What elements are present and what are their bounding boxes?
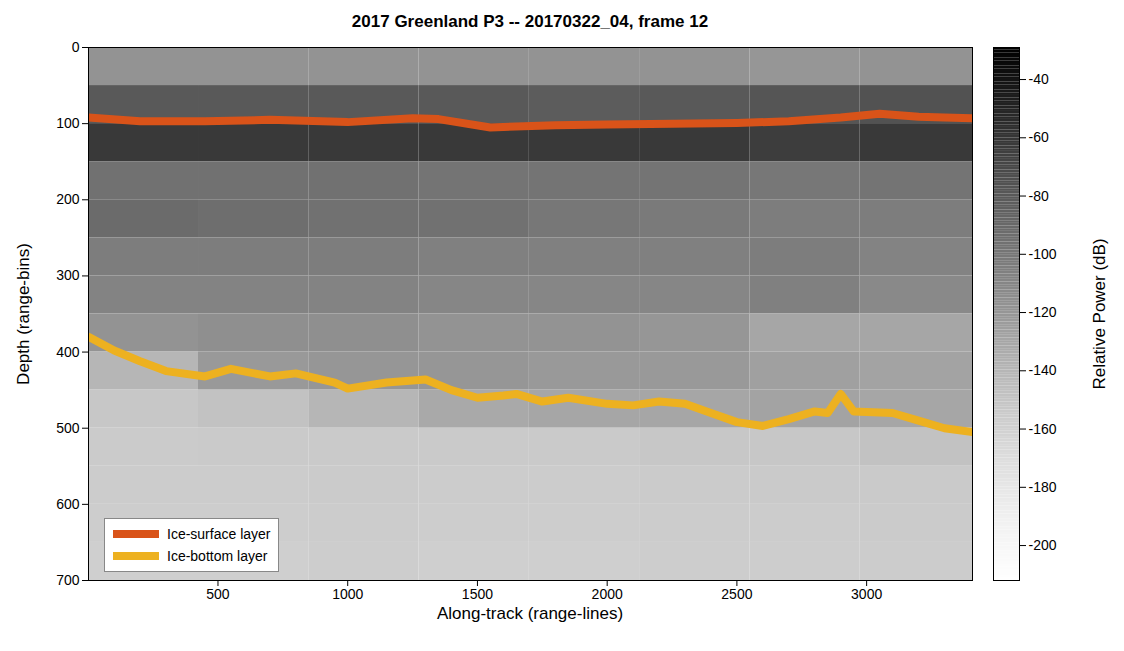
svg-text:500: 500 [56,420,80,436]
svg-text:1000: 1000 [332,586,363,602]
html-text:2017 Greenland P3 -- 20170322_: 2017 Greenland P3 -- 20170322_04, frame … [351,12,709,31]
html-text:Relative Power (dB): Relative Power (dB) [1090,237,1109,390]
svg-text:100: 100 [56,115,80,131]
svg-text:2000: 2000 [592,586,623,602]
svg-text:200: 200 [56,191,80,207]
svg-text:-160: -160 [1029,421,1057,437]
svg-text:500: 500 [206,586,230,602]
svg-text:600: 600 [56,496,80,512]
svg-text:-80: -80 [1029,188,1049,204]
html-text:Along-track (range-lines): Along-track (range-lines) [436,604,624,623]
html-text:Ice-bottom layer: Ice-bottom layer [167,548,268,564]
svg-text:-60: -60 [1029,129,1049,145]
svg-text:2500: 2500 [721,586,752,602]
svg-text:1500: 1500 [462,586,493,602]
svg-text:-120: -120 [1029,304,1057,320]
svg-text:-140: -140 [1029,362,1057,378]
svg-text:700: 700 [56,572,80,588]
svg-text:0: 0 [72,39,80,55]
svg-text:3000: 3000 [851,586,882,602]
svg-text:-200: -200 [1029,537,1057,553]
svg-text:-40: -40 [1029,71,1049,87]
html-text:Ice-surface layer: Ice-surface layer [167,526,271,542]
svg-text:-100: -100 [1029,246,1057,262]
svg-text:400: 400 [56,344,80,360]
svg-text:-180: -180 [1029,479,1057,495]
html-text:Depth (range-bins): Depth (range-bins) [14,242,33,385]
svg-text:300: 300 [56,267,80,283]
